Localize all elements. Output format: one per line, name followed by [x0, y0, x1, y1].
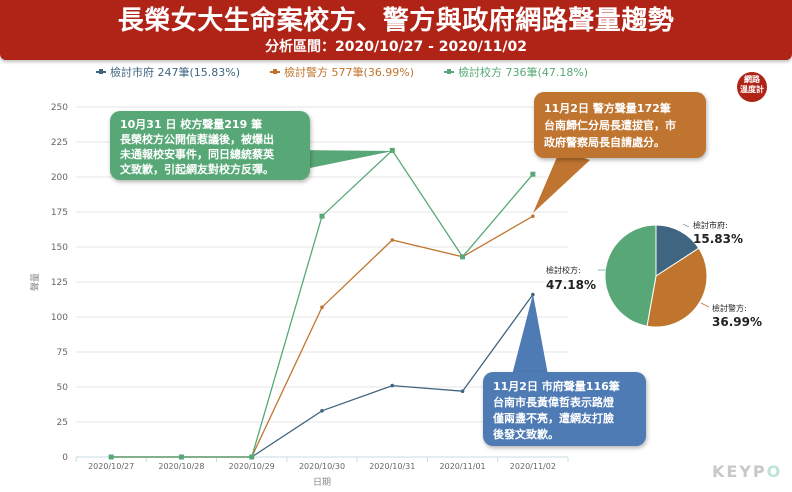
keypo-logo: KEYPO: [712, 462, 782, 481]
legend-item-school[interactable]: 檢討校方 736筆(47.18%): [444, 64, 588, 80]
svg-text:15.83%: 15.83%: [693, 232, 743, 246]
svg-text:2020/10/29: 2020/10/29: [229, 462, 275, 471]
svg-text:200: 200: [51, 173, 68, 183]
series-lines: [108, 147, 536, 460]
svg-text:2020/10/31: 2020/10/31: [369, 462, 415, 471]
svg-text:2020/11/02: 2020/11/02: [510, 462, 556, 471]
y-axis-label: 聲量: [30, 273, 41, 291]
svg-text:25: 25: [57, 418, 68, 428]
legend-label: 檢討警方 577筆(36.99%): [284, 66, 415, 79]
badge-line: 網路: [744, 75, 760, 84]
legend-marker-icon: [96, 69, 106, 74]
svg-text:125: 125: [51, 278, 68, 288]
x-axis-label: 日期: [313, 477, 331, 488]
svg-text:11月2日 市府聲量116筆台南市長黃偉哲表示路燈僅兩盞不亮: 11月2日 市府聲量116筆台南市長黃偉哲表示路燈僅兩盞不亮，遭網友打臉後發文致…: [492, 379, 620, 441]
svg-text:2020/10/30: 2020/10/30: [299, 462, 345, 471]
svg-text:10月31 日 校方聲量219 筆長榮校方公開信惹議後，被爆: 10月31 日 校方聲量219 筆長榮校方公開信惹議後，被爆出未通報校安事件，同…: [119, 117, 275, 176]
svg-text:100: 100: [51, 313, 68, 323]
x-axis-ticks: 2020/10/27 2020/10/28 2020/10/29 2020/10/30…: [75, 457, 569, 471]
svg-text:2020/10/28: 2020/10/28: [158, 462, 204, 471]
svg-text:11月2日 警方聲量172筆台南歸仁分局長遭拔官，市政府警察: 11月2日 警方聲量172筆台南歸仁分局長遭拔官，市政府警察局長自請處分。: [544, 101, 676, 149]
callout-police: 11月2日 警方聲量172筆台南歸仁分局長遭拔官，市政府警察局長自請處分。: [533, 92, 706, 213]
svg-text:75: 75: [57, 348, 68, 358]
legend-marker-icon: [270, 69, 281, 74]
pie-label-school: 檢討校方: 47.18%: [546, 265, 606, 292]
page-title: 長榮女大生命案校方、警方與政府網路聲量趨勢: [117, 6, 675, 36]
legend-label: 檢討市府 247筆(15.83%): [110, 66, 241, 79]
web-thermometer-badge-icon: 網路 溫度計: [737, 72, 767, 102]
svg-text:0: 0: [62, 453, 68, 463]
pie-chart: [604, 224, 708, 328]
chart-legend: 檢討市府 247筆(15.83%) 檢討警方 577筆(36.99%) 檢討校方…: [96, 64, 588, 80]
pie-label-police: 檢討警方: 36.99%: [700, 302, 762, 329]
svg-text:50: 50: [57, 383, 69, 393]
svg-text:225: 225: [51, 138, 68, 148]
svg-text:175: 175: [51, 208, 68, 218]
y-axis-ticks: 0 25 50 75 100 125 150 175 200 225 250: [51, 103, 68, 463]
callout-school: 10月31 日 校方聲量219 筆長榮校方公開信惹議後，被爆出未通報校安事件，同…: [110, 111, 393, 180]
title-banner: 長榮女大生命案校方、警方與政府網路聲量趨勢 分析區間：2020/10/27 - …: [0, 0, 792, 60]
legend-marker-icon: [444, 69, 455, 74]
svg-text:36.99%: 36.99%: [712, 315, 762, 329]
svg-text:47.18%: 47.18%: [546, 278, 596, 292]
badge-line: 溫度計: [740, 85, 764, 94]
svg-text:檢討警方:: 檢討警方:: [712, 303, 747, 313]
callout-city: 11月2日 市府聲量116筆台南市長黃偉哲表示路燈僅兩盞不亮，遭網友打臉後發文致…: [483, 294, 646, 446]
pie-label-city: 檢討市府: 15.83%: [682, 220, 743, 246]
legend-label: 檢討校方 736筆(47.18%): [458, 66, 589, 79]
logo-text: KEYP: [712, 462, 767, 481]
svg-text:250: 250: [51, 103, 68, 113]
legend-item-police[interactable]: 檢討警方 577筆(36.99%): [270, 64, 414, 80]
logo-text: O: [766, 462, 783, 481]
legend-item-city[interactable]: 檢討市府 247筆(15.83%): [96, 64, 240, 80]
svg-text:150: 150: [51, 243, 68, 253]
svg-text:檢討市府:: 檢討市府:: [693, 220, 728, 230]
date-range: 分析區間：2020/10/27 - 2020/11/02: [265, 39, 527, 55]
svg-text:2020/10/27: 2020/10/27: [88, 462, 134, 471]
svg-text:2020/11/01: 2020/11/01: [440, 462, 486, 471]
svg-text:檢討校方:: 檢討校方:: [546, 265, 581, 275]
